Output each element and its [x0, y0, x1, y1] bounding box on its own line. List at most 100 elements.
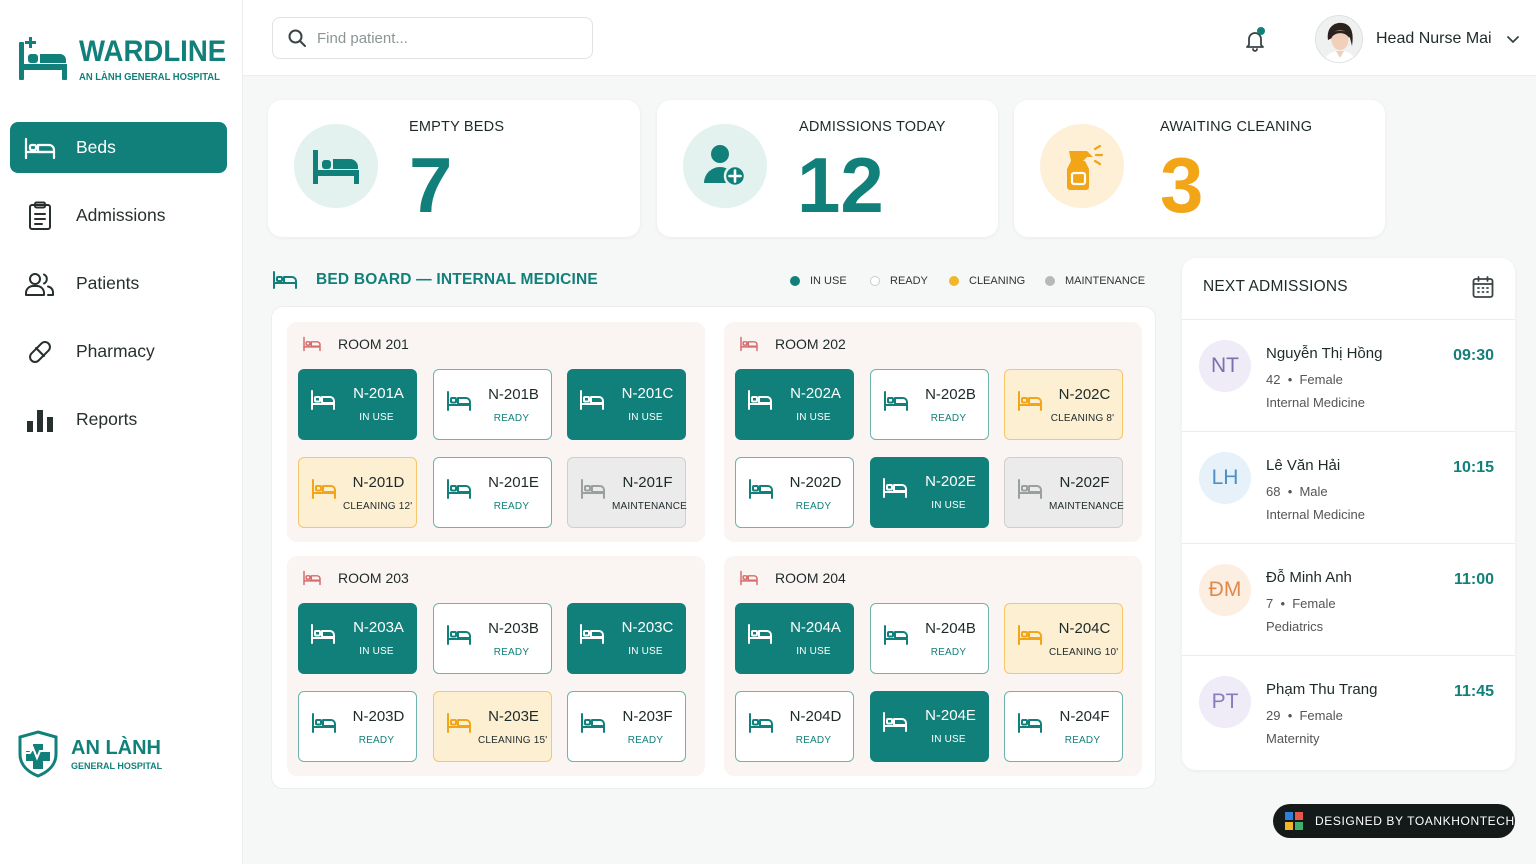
- bed-tile-n-201c[interactable]: N-201C IN USE: [567, 369, 686, 440]
- stat-card-empty-beds: EMPTY BEDS 7: [268, 100, 640, 237]
- legend-maintenance: MAINTENANCE: [1045, 275, 1145, 287]
- patient-initials-avatar: LH: [1199, 452, 1251, 504]
- bed-tile-n-203b[interactable]: N-203B READY: [433, 603, 552, 674]
- users-icon: [24, 271, 56, 297]
- bed-status: MAINTENANCE: [1049, 501, 1124, 512]
- room-name: ROOM 201: [338, 336, 409, 352]
- room-header: ROOM 203: [302, 570, 409, 586]
- sidebar-item-pharmacy[interactable]: Pharmacy: [10, 326, 227, 377]
- bed-tile-n-203a[interactable]: N-203A IN USE: [298, 603, 417, 674]
- bed-status: IN USE: [628, 646, 663, 657]
- bed-icon: [303, 570, 321, 586]
- app-logo[interactable]: WARDLINE AN LÀNH GENERAL HOSPITAL: [16, 34, 239, 84]
- bed-status: IN USE: [628, 412, 663, 423]
- bed-tile-n-204e[interactable]: N-204E IN USE: [870, 691, 989, 762]
- bed-icon: [446, 712, 472, 734]
- bed-icon: [882, 477, 908, 499]
- stat-label: AWAITING CLEANING: [1160, 119, 1313, 135]
- bed-icon: [747, 623, 773, 645]
- bed-id: N-201E: [488, 474, 539, 491]
- bed-status: IN USE: [796, 412, 831, 423]
- bed-icon: [883, 390, 909, 412]
- room-header: ROOM 204: [739, 570, 846, 586]
- chevron-down-icon[interactable]: [1506, 32, 1520, 46]
- bed-icon: [580, 478, 606, 500]
- spray-bottle-icon: [1040, 124, 1124, 208]
- bed-tile-n-203e[interactable]: N-203E CLEANING 15': [433, 691, 552, 762]
- patient-department: Pediatrics: [1266, 619, 1324, 634]
- search-box[interactable]: [272, 17, 593, 59]
- admission-row[interactable]: ĐM Đỗ Minh Anh 7 • Female Pediatrics 11:…: [1182, 543, 1515, 655]
- bed-tile-n-202a[interactable]: N-202A IN USE: [735, 369, 854, 440]
- search-input[interactable]: [317, 29, 577, 47]
- bed-tile-n-201e[interactable]: N-201E READY: [433, 457, 552, 528]
- admission-row[interactable]: LH Lê Văn Hải 68 • Male Internal Medicin…: [1182, 431, 1515, 543]
- bed-tile-n-203c[interactable]: N-203C IN USE: [567, 603, 686, 674]
- legend-label: CLEANING: [969, 275, 1026, 287]
- sidebar-item-label: Admissions: [76, 205, 166, 225]
- admission-row[interactable]: PT Phạm Thu Trang 29 • Female Maternity …: [1182, 655, 1515, 767]
- bed-id: N-204D: [789, 708, 842, 725]
- bed-status: READY: [493, 501, 530, 512]
- bed-tile-n-204c[interactable]: N-204C CLEANING 10': [1004, 603, 1123, 674]
- legend-label: READY: [890, 275, 928, 287]
- bed-tile-n-201f[interactable]: N-201F MAINTENANCE: [567, 457, 687, 528]
- bed-tile-n-202b[interactable]: N-202B READY: [870, 369, 989, 440]
- bed-status: READY: [493, 413, 530, 424]
- bed-id: N-201C: [621, 385, 674, 402]
- bed-tile-n-204b[interactable]: N-204B READY: [870, 603, 989, 674]
- legend-dot: [870, 276, 880, 286]
- admission-time: 11:00: [1453, 571, 1494, 588]
- bed-tile-n-204d[interactable]: N-204D READY: [735, 691, 854, 762]
- app-title: WARDLINE: [79, 34, 227, 68]
- room-name: ROOM 202: [775, 336, 846, 352]
- sidebar-item-admissions[interactable]: Admissions: [10, 190, 227, 241]
- bed-board-header: BED BOARD — INTERNAL MEDICINE: [272, 270, 598, 290]
- bed-status: READY: [627, 735, 664, 746]
- stat-label: EMPTY BEDS: [409, 119, 505, 135]
- bed-tile-n-204a[interactable]: N-204A IN USE: [735, 603, 854, 674]
- room-name: ROOM 204: [775, 570, 846, 586]
- calendar-icon[interactable]: [1471, 275, 1495, 299]
- patient-department: Internal Medicine: [1266, 507, 1365, 522]
- sidebar-item-label: Pharmacy: [76, 341, 155, 361]
- bed-id: N-201B: [488, 386, 539, 403]
- hospital-logo: AN LÀNH GENERAL HOSPITAL: [17, 730, 162, 778]
- bed-status: READY: [930, 413, 967, 424]
- bed-icon: [446, 478, 472, 500]
- bed-tile-n-201b[interactable]: N-201B READY: [433, 369, 552, 440]
- sidebar-item-label: Beds: [76, 137, 116, 157]
- bed-tile-n-202e[interactable]: N-202E IN USE: [870, 457, 989, 528]
- user-menu[interactable]: Head Nurse Mai: [1315, 15, 1520, 63]
- stat-card-awaiting-cleaning: AWAITING CLEANING 3: [1014, 100, 1385, 237]
- patient-sex: Male: [1299, 484, 1328, 499]
- bed-tile-n-201a[interactable]: N-201A IN USE: [298, 369, 417, 440]
- bed-id: N-202A: [790, 385, 841, 402]
- bed-id: N-201A: [353, 385, 404, 402]
- bed-icon: [311, 712, 337, 734]
- bed-tile-n-203d[interactable]: N-203D READY: [298, 691, 417, 762]
- designer-credit-badge: DESIGNED BY TOANKHONTECH: [1273, 804, 1515, 838]
- bed-tile-n-203f[interactable]: N-203F READY: [567, 691, 686, 762]
- bed-tile-n-202c[interactable]: N-202C CLEANING 8': [1004, 369, 1123, 440]
- bed-icon: [311, 478, 337, 500]
- shield-cross-icon: [18, 730, 58, 778]
- search-icon: [288, 29, 306, 47]
- notification-dot: [1257, 27, 1265, 35]
- admission-row[interactable]: NT Nguyễn Thị Hồng 42 • Female Internal …: [1182, 319, 1515, 431]
- sidebar-item-beds[interactable]: Beds: [10, 122, 227, 173]
- sidebar-item-reports[interactable]: Reports: [10, 394, 227, 445]
- sidebar-item-patients[interactable]: Patients: [10, 258, 227, 309]
- bed-tile-n-201d[interactable]: N-201D CLEANING 12': [298, 457, 417, 528]
- app-subtitle: AN LÀNH GENERAL HOSPITAL: [79, 70, 220, 83]
- bed-icon: [579, 389, 605, 411]
- bed-tile-n-202f[interactable]: N-202F MAINTENANCE: [1004, 457, 1124, 528]
- bed-tile-n-204f[interactable]: N-204F READY: [1004, 691, 1123, 762]
- bed-tile-n-202d[interactable]: N-202D READY: [735, 457, 854, 528]
- bed-id: N-202F: [1059, 474, 1110, 491]
- bed-status: READY: [795, 501, 832, 512]
- bed-status: CLEANING 8': [1050, 413, 1115, 424]
- logo-bed-icon: [19, 37, 67, 80]
- admission-time: 09:30: [1453, 347, 1494, 364]
- patient-age: 29: [1266, 708, 1281, 723]
